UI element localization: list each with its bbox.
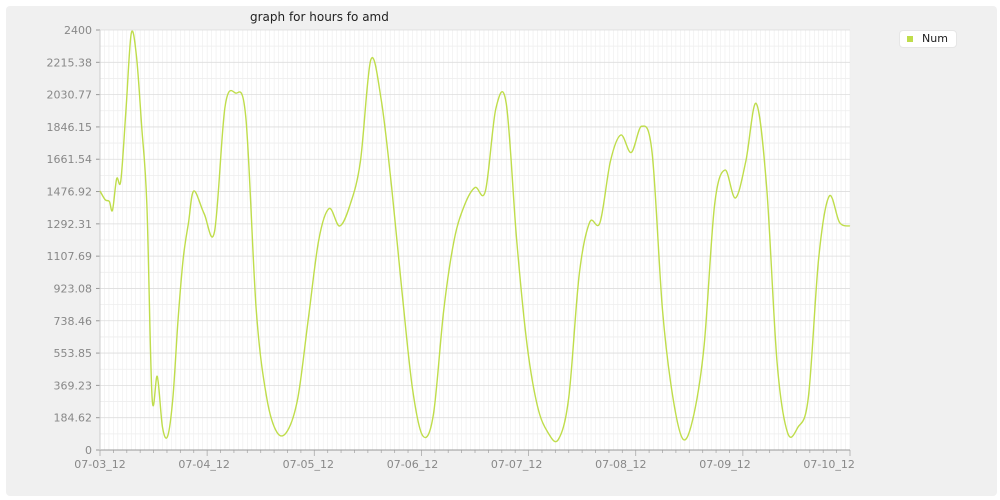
x-tick-label: 07-06_12 — [387, 458, 438, 471]
y-axis: 0 184.62 369.23 553.85 738.46 923.08 1107.69 12… — [47, 24, 100, 457]
y-tick-label: 1846.15 — [47, 121, 93, 134]
series-layer — [99, 30, 851, 443]
y-tick-label: 553.85 — [54, 347, 93, 360]
x-axis: 07-03_12 07-04_12 07-05_12 07-06_12 07-07_12… — [74, 450, 855, 471]
y-tick-label: 2400 — [64, 24, 92, 37]
x-tick-label: 07-04_12 — [178, 458, 229, 471]
y-tick-label: 1292.31 — [47, 218, 93, 231]
series-line-num — [99, 30, 851, 443]
legend-swatch-icon — [907, 36, 913, 42]
y-tick-label: 1476.92 — [47, 186, 93, 199]
legend[interactable]: Num — [899, 30, 957, 48]
y-tick-label: 369.23 — [54, 379, 93, 392]
x-tick-label: 07-03_12 — [74, 458, 125, 471]
y-tick-label: 184.62 — [54, 412, 93, 425]
x-tick-label: 07-08_12 — [595, 458, 646, 471]
legend-label: Num — [922, 32, 948, 45]
y-tick-label: 1661.54 — [47, 153, 93, 166]
x-tick-label: 07-10_12 — [803, 458, 854, 471]
x-tick-label: 07-09_12 — [699, 458, 750, 471]
grid — [99, 29, 851, 451]
y-tick-label: 738.46 — [54, 315, 93, 328]
x-tick-label: 07-07_12 — [491, 458, 542, 471]
x-tick-label: 07-05_12 — [283, 458, 334, 471]
y-tick-label: 2215.38 — [47, 56, 93, 69]
y-tick-label: 1107.69 — [47, 250, 93, 263]
y-tick-label: 2030.77 — [47, 89, 93, 102]
y-tick-label: 0 — [85, 444, 92, 457]
y-tick-label: 923.08 — [54, 282, 93, 295]
chart-title: graph for hours fo amd — [250, 10, 389, 24]
